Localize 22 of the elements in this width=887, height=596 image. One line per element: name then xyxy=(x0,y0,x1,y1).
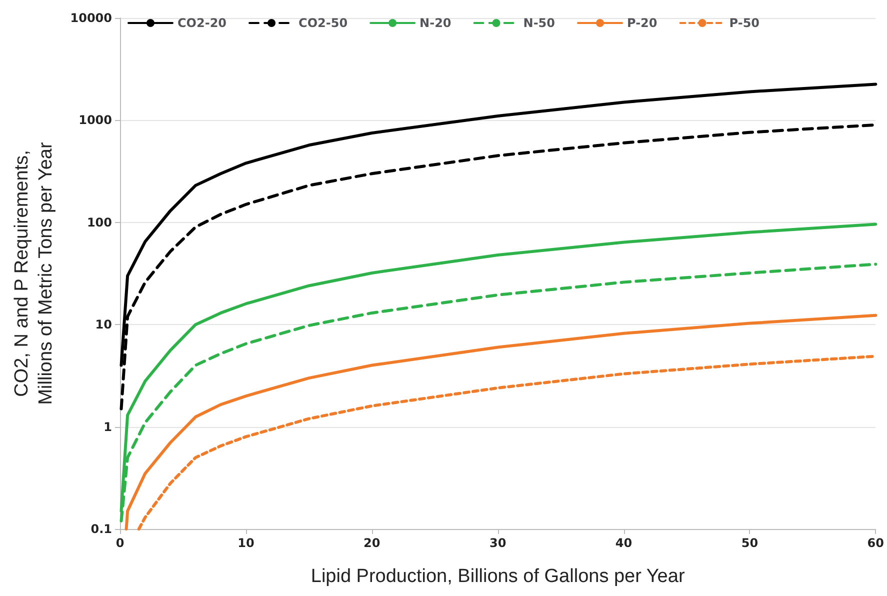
x-tick-label: 20 xyxy=(364,536,380,550)
legend-label: P-20 xyxy=(626,16,658,30)
x-tick-label: 10 xyxy=(238,536,254,550)
x-tick-label: 30 xyxy=(489,536,506,550)
x-tick-label: 40 xyxy=(615,536,632,550)
legend-label: N-50 xyxy=(523,16,556,30)
y-tick-label: 0.1 xyxy=(90,522,112,536)
x-axis-title: Lipid Production, Billions of Gallons per Year xyxy=(310,566,686,587)
y-tick-label: 1 xyxy=(104,420,112,434)
legend-label: CO2-50 xyxy=(298,16,348,30)
x-tick-label: 60 xyxy=(867,536,884,550)
y-tick-label: 1000 xyxy=(78,113,112,128)
line-series xyxy=(124,314,878,530)
x-tick-label: 0 xyxy=(116,536,124,550)
y-axis-title: CO2, N and P Requirements, Millions of Metric Tons per Year xyxy=(12,142,56,405)
y-tick-label: 10 xyxy=(95,318,112,332)
y-tick-label: 100 xyxy=(86,215,112,230)
x-tick-label: 50 xyxy=(741,536,758,550)
legend-label: P-50 xyxy=(729,16,760,30)
legend-label: N-20 xyxy=(420,16,452,30)
legend-label: CO2-20 xyxy=(177,16,227,30)
y-tick-label: 10000 xyxy=(70,11,112,25)
